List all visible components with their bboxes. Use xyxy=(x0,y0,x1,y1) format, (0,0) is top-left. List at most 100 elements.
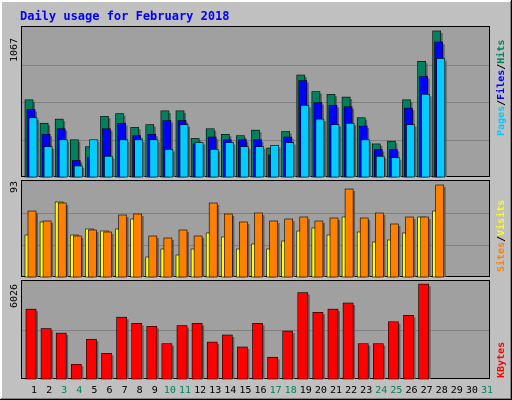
kbytes-bar xyxy=(357,343,369,380)
kbytes-bar xyxy=(282,330,294,380)
pages-bar xyxy=(300,105,310,178)
x-tick-label: 3 xyxy=(61,385,67,396)
legend-separator: / xyxy=(496,236,507,242)
x-tick-label: 10 xyxy=(164,385,176,396)
pages-bar xyxy=(255,146,264,178)
pages-bar xyxy=(28,117,38,178)
pages-bar xyxy=(89,139,98,178)
x-tick-label: 19 xyxy=(300,385,312,396)
panel1-ymax-label: 1067 xyxy=(9,38,20,62)
x-tick-label: 6 xyxy=(106,385,112,396)
pages-bar xyxy=(43,146,53,178)
x-tick-label: 1 xyxy=(31,385,37,396)
sites-bar xyxy=(435,184,445,278)
panel3-legend: KBytes xyxy=(496,342,507,378)
kbytes-bar xyxy=(372,343,384,380)
x-tick-label: 9 xyxy=(152,385,158,396)
pages-bar xyxy=(164,149,174,178)
sites-bar xyxy=(269,220,278,278)
kbytes-bar xyxy=(237,346,248,380)
sites-bar xyxy=(133,213,142,278)
sites-bar xyxy=(73,235,82,278)
x-tick-label: 17 xyxy=(270,385,282,396)
kbytes-bar xyxy=(176,325,188,380)
kbytes-bar xyxy=(206,341,218,380)
kbytes-bar xyxy=(86,338,97,380)
kbytes-bar xyxy=(161,343,173,380)
kbytes-bar xyxy=(40,328,52,380)
sites-bar xyxy=(118,214,127,278)
sites-bar xyxy=(344,188,354,278)
x-tick-label: 13 xyxy=(209,385,221,396)
sites-bar xyxy=(239,221,248,278)
pages-bar xyxy=(315,118,325,178)
x-tick-label: 21 xyxy=(330,385,342,396)
legend-hits: Hits xyxy=(495,40,507,64)
panel2-legend: Sites/Visits xyxy=(495,200,507,272)
pages-bar xyxy=(58,139,68,178)
kbytes-bar xyxy=(191,323,203,380)
sites-bar xyxy=(390,223,399,278)
legend-kbytes: KBytes xyxy=(496,342,507,378)
kbytes-bar xyxy=(403,315,414,380)
kbytes-bar xyxy=(222,334,233,380)
x-tick-label: 15 xyxy=(239,385,251,396)
x-tick-label: 26 xyxy=(405,385,417,396)
kbytes-bar xyxy=(388,321,399,380)
x-tick-label: 29 xyxy=(451,385,463,396)
pages-bar xyxy=(134,139,143,178)
kbytes-bar xyxy=(146,326,158,380)
x-tick-label: 16 xyxy=(254,385,266,396)
kbytes-bar xyxy=(101,353,112,380)
x-tick-label: 27 xyxy=(421,385,433,396)
x-tick-label: 12 xyxy=(194,385,206,396)
sites-bar xyxy=(284,218,294,278)
pages-bar xyxy=(285,142,295,178)
kbytes-bar xyxy=(55,332,67,380)
legend-pages: Pages xyxy=(496,106,507,136)
pages-bar xyxy=(421,94,430,178)
pages-bar xyxy=(74,165,83,178)
x-tick-label: 24 xyxy=(375,385,387,396)
sites-bar xyxy=(314,220,324,278)
x-tick-label: 5 xyxy=(91,385,97,396)
sites-bar xyxy=(27,210,37,278)
kbytes-bar xyxy=(327,308,339,380)
x-tick-label: 28 xyxy=(436,385,448,396)
legend-visits: Visits xyxy=(495,200,507,236)
chart-title: Daily usage for February 2018 xyxy=(20,9,230,23)
sites-bar xyxy=(148,235,158,278)
sites-bar xyxy=(405,216,414,278)
sites-bar xyxy=(42,220,52,278)
legend-files: Files xyxy=(495,70,507,100)
kbytes-bar xyxy=(25,308,37,380)
pages-bar xyxy=(406,124,415,178)
sites-bar xyxy=(88,229,97,278)
x-tick-label: 22 xyxy=(345,385,357,396)
kbytes-bar xyxy=(312,312,324,380)
kbytes-bar xyxy=(297,292,309,380)
legend-separator: / xyxy=(496,100,507,106)
sites-bar xyxy=(57,202,67,278)
pages-bar xyxy=(391,157,400,178)
pages-bar xyxy=(330,124,340,178)
pages-bar xyxy=(149,139,159,178)
x-tick-label: 8 xyxy=(137,385,143,396)
sites-bar xyxy=(254,212,263,278)
x-tick-label: 23 xyxy=(360,385,372,396)
panel1-legend: Pages/Files/Hits xyxy=(495,40,507,136)
panel3-ymax-label: 6026 xyxy=(9,284,20,308)
x-tick-label: 20 xyxy=(315,385,327,396)
x-tick-label: 31 xyxy=(481,385,493,396)
sites-bar xyxy=(193,235,203,278)
sites-bar xyxy=(329,217,339,278)
pages-bar xyxy=(104,156,113,178)
pages-bar xyxy=(375,156,385,178)
kbytes-bar xyxy=(131,323,142,380)
kbytes-bar xyxy=(418,283,429,380)
sites-bar xyxy=(224,213,233,278)
sites-bar xyxy=(103,231,112,278)
sites-bar xyxy=(299,216,309,278)
pages-bar xyxy=(360,139,370,178)
sites-bar xyxy=(163,237,173,278)
